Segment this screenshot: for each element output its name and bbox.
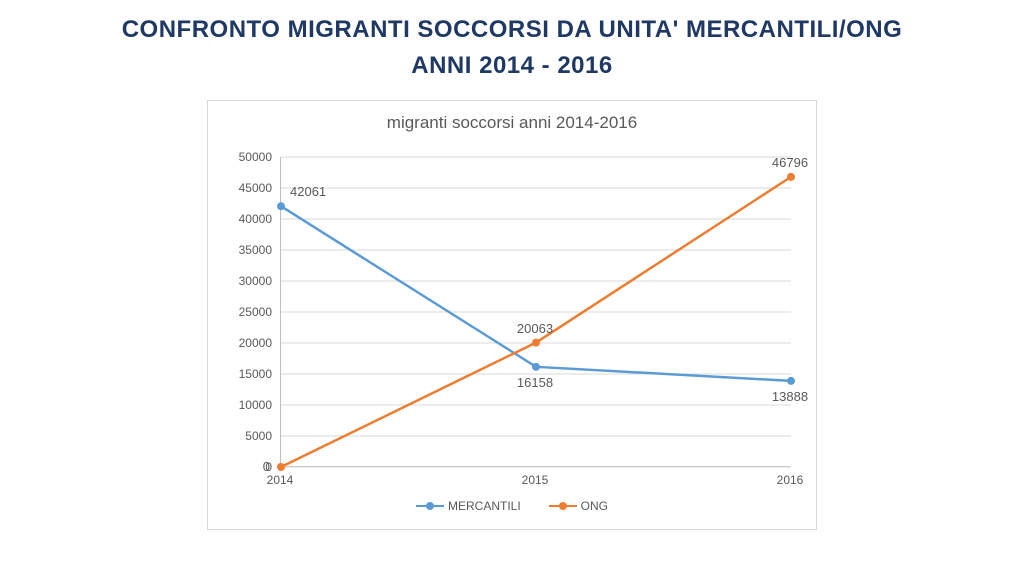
data-label: 46796 [772, 155, 808, 170]
x-tick-label: 2014 [267, 473, 294, 487]
y-tick-label: 25000 [208, 305, 272, 319]
chart-container: migranti soccorsi anni 2014-2016 0 5000 10… [207, 100, 817, 530]
y-tick-label: 10000 [208, 398, 272, 412]
title-line-1: CONFRONTO MIGRANTI SOCCORSI DA UNITA' ME… [0, 12, 1024, 48]
legend-item: MERCANTILI [416, 499, 521, 513]
legend-label: ONG [581, 499, 608, 513]
y-tick-label: 5000 [208, 429, 272, 443]
data-label: 20063 [517, 321, 553, 336]
y-tick-label: 15000 [208, 367, 272, 381]
legend: MERCANTILI ONG [208, 499, 816, 513]
y-tick-label: 20000 [208, 336, 272, 350]
y-tick-label: 35000 [208, 243, 272, 257]
x-tick-label: 2016 [777, 473, 804, 487]
y-tick-label: 45000 [208, 181, 272, 195]
legend-item: ONG [549, 499, 608, 513]
plot-area [280, 157, 790, 467]
chart-series [281, 157, 791, 467]
chart-title: migranti soccorsi anni 2014-2016 [208, 113, 816, 133]
title-line-2: ANNI 2014 - 2016 [0, 48, 1024, 84]
data-label: 13888 [772, 389, 808, 404]
legend-label: MERCANTILI [448, 499, 521, 513]
y-tick-label: 40000 [208, 212, 272, 226]
y-tick-label: 30000 [208, 274, 272, 288]
data-label: 42061 [290, 184, 326, 199]
page: CONFRONTO MIGRANTI SOCCORSI DA UNITA' ME… [0, 0, 1024, 581]
data-label: 0 [263, 459, 270, 474]
legend-marker-icon [549, 500, 577, 512]
x-tick-label: 2015 [522, 473, 549, 487]
page-title: CONFRONTO MIGRANTI SOCCORSI DA UNITA' ME… [0, 12, 1024, 84]
legend-marker-icon [416, 500, 444, 512]
y-tick-label: 50000 [208, 150, 272, 164]
data-label: 16158 [517, 375, 553, 390]
